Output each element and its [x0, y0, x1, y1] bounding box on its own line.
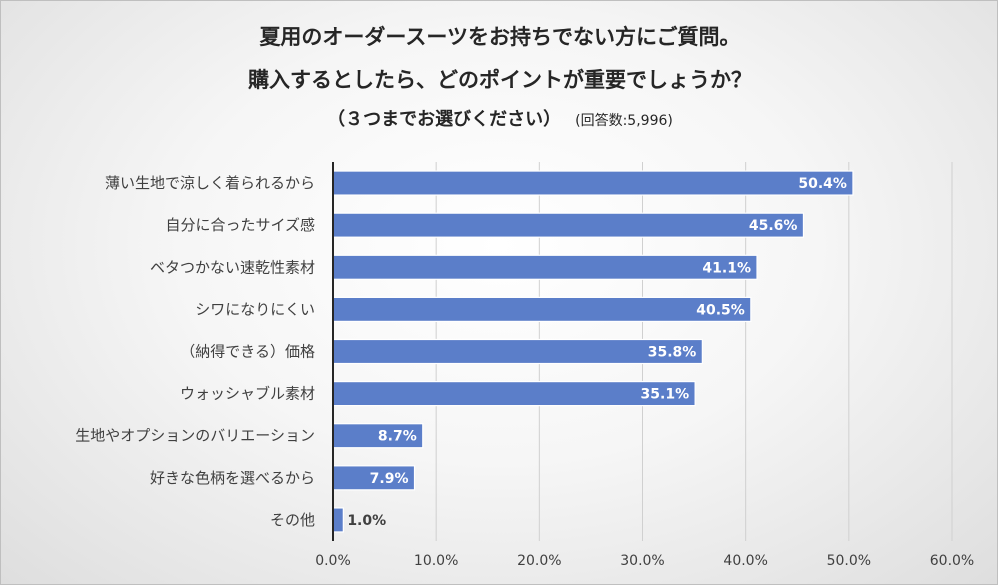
x-tick-label: 0.0%	[315, 553, 351, 569]
respondents-note: (回答数:5,996)	[575, 113, 673, 129]
bar	[332, 296, 752, 322]
bar	[332, 423, 424, 449]
category-label: その他	[270, 511, 315, 529]
category-label: （納得できる）価格	[180, 343, 315, 361]
data-label: 1.0%	[347, 513, 386, 529]
data-label: 7.9%	[370, 471, 409, 487]
data-label: 8.7%	[378, 429, 417, 445]
bar	[332, 254, 758, 280]
category-label: 自分に合ったサイズ感	[165, 216, 315, 234]
chart-title-line3: （３つまでお選びください） (回答数:5,996)	[1, 105, 998, 131]
data-label: 35.1%	[641, 387, 690, 403]
chart-title-line2: 購入するとしたら、どのポイントが重要でしょうか？	[248, 68, 752, 92]
x-tick-label: 20.0%	[517, 553, 561, 569]
category-label: 好きな色柄を選べるから	[150, 469, 315, 487]
chart-subtitle: （３つまでお選びください）	[327, 109, 562, 130]
bar	[332, 212, 805, 238]
bar	[332, 507, 344, 533]
data-label: 35.8%	[648, 345, 697, 361]
category-label: ベタつかない速乾性素材	[150, 258, 315, 276]
data-label: 45.6%	[749, 218, 798, 234]
chart-title-line1: 夏用のオーダースーツをお持ちでない方にご質問。	[259, 25, 741, 49]
category-label: シワになりにくい	[195, 300, 315, 318]
bar	[332, 465, 416, 491]
category-label: 薄い生地で涼しく着られるから	[105, 174, 315, 192]
x-tick-label: 60.0%	[930, 553, 974, 569]
data-label: 40.5%	[696, 302, 745, 318]
x-tick-label: 30.0%	[620, 553, 664, 569]
category-label: ウォッシャブル素材	[180, 385, 315, 403]
x-tick-label: 10.0%	[414, 553, 458, 569]
bar	[332, 170, 854, 196]
data-label: 50.4%	[798, 176, 847, 192]
category-label: 生地やオプションのバリエーション	[75, 427, 315, 445]
x-tick-label: 40.0%	[723, 553, 767, 569]
data-label: 41.1%	[702, 260, 751, 276]
x-tick-label: 50.0%	[827, 553, 871, 569]
bar	[332, 338, 703, 365]
